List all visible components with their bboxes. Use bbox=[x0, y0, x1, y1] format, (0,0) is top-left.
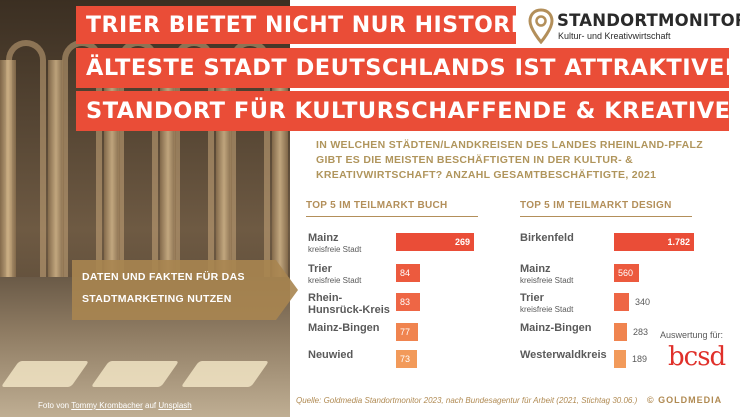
bar-design bbox=[614, 264, 639, 282]
bar-design bbox=[614, 293, 629, 311]
bar-buch bbox=[396, 350, 417, 368]
bar-label-name: Mainz-Bingen bbox=[308, 322, 380, 334]
bar-value-buch: 73 bbox=[400, 354, 411, 364]
standortmonitor-logo: STANDORTMONITOR Kultur- und Kreativwirts… bbox=[527, 8, 740, 44]
photo-credit-prefix: Foto von bbox=[38, 401, 72, 410]
bar-buch bbox=[396, 323, 418, 341]
bar-label-name-2: Hunsrück-Kreis bbox=[308, 304, 390, 316]
headline-line-1: TRIER BIETET NICHT NUR HISTORIE: bbox=[76, 6, 544, 44]
chart-title-rule-buch bbox=[306, 216, 478, 217]
bar-value-design: 1.782 bbox=[667, 237, 690, 247]
headline-line-2: ÄLTESTE STADT DEUTSCHLANDS IST ATTRAKTIV… bbox=[76, 48, 740, 88]
photo-credit-author-link[interactable]: Tommy Krombacher bbox=[71, 401, 143, 410]
bar-label-sub: kreisfreie Stadt bbox=[520, 305, 574, 314]
callout-line-1: DATEN UND FAKTEN FÜR DAS bbox=[82, 271, 245, 283]
bar-label-design: Mainz kreisfreie Stadt bbox=[520, 263, 573, 287]
bcsd-logo: bcsd bbox=[668, 342, 726, 372]
chart-title-design: TOP 5 IM TEILMARKT DESIGN bbox=[520, 200, 672, 211]
callout-text: DATEN UND FAKTEN FÜR DAS STADTMARKETING … bbox=[82, 266, 282, 310]
chart-title-buch: TOP 5 IM TEILMARKT BUCH bbox=[306, 200, 448, 211]
evaluation-label: Auswertung für: bbox=[660, 330, 724, 340]
bar-label-name: Mainz bbox=[520, 263, 551, 275]
photo-pillar bbox=[48, 60, 64, 300]
bar-label-buch: Rhein- Hunsrück-Kreis bbox=[308, 292, 390, 316]
bar-label-sub: kreisfreie Stadt bbox=[308, 276, 362, 285]
photo-credit-site-link[interactable]: Unsplash bbox=[158, 401, 192, 410]
bar-design bbox=[614, 323, 627, 341]
bar-label-buch: Neuwied bbox=[308, 349, 353, 361]
map-pin-icon bbox=[528, 8, 554, 44]
bar-value-design: 340 bbox=[635, 297, 651, 307]
photo-credit-middle: auf bbox=[142, 401, 159, 410]
bar-label-design: Westerwaldkreis bbox=[520, 349, 607, 361]
bar-buch bbox=[396, 233, 474, 251]
bar-value-design: 283 bbox=[633, 327, 649, 337]
bar-label-name: Neuwied bbox=[308, 349, 354, 361]
bar-value-buch: 83 bbox=[400, 297, 411, 307]
callout-line-2: STADTMARKETING NUTZEN bbox=[82, 293, 232, 305]
logo-subtitle: Kultur- und Kreativwirtschaft bbox=[558, 31, 671, 41]
bar-label-sub: kreisfreie Stadt bbox=[308, 245, 362, 254]
bar-label-buch: Mainz-Bingen bbox=[308, 322, 380, 334]
bar-value-buch: 84 bbox=[400, 268, 411, 278]
bar-buch bbox=[396, 293, 420, 311]
callout-arrow bbox=[72, 260, 298, 320]
bar-label-design: Trier kreisfreie Stadt bbox=[520, 292, 573, 316]
bar-label-name: Mainz-Bingen bbox=[520, 322, 592, 334]
bar-value-buch: 77 bbox=[400, 327, 411, 337]
bar-label-design: Birkenfeld bbox=[520, 232, 574, 244]
bar-label-name: Mainz bbox=[308, 232, 339, 244]
bar-buch bbox=[396, 264, 420, 282]
photo-pillar bbox=[0, 60, 16, 300]
bar-design bbox=[614, 233, 694, 251]
goldmedia-copyright: © GOLDMEDIA bbox=[647, 395, 723, 405]
bar-label-buch: Mainz kreisfreie Stadt bbox=[308, 232, 361, 256]
bar-label-name: Rhein- bbox=[308, 292, 343, 304]
bar-value-design: 189 bbox=[632, 354, 648, 364]
bar-label-buch: Trier kreisfreie Stadt bbox=[308, 263, 361, 287]
bar-value-design: 560 bbox=[618, 268, 634, 278]
bar-label-design: Mainz-Bingen bbox=[520, 322, 592, 334]
bar-design bbox=[614, 350, 626, 368]
bar-label-name: Birkenfeld bbox=[520, 232, 574, 244]
headline-line-3: STANDORT FÜR KULTURSCHAFFENDE & KREATIVE bbox=[76, 91, 730, 131]
bar-label-name: Westerwaldkreis bbox=[520, 349, 607, 361]
bar-label-sub: kreisfreie Stadt bbox=[520, 276, 574, 285]
chart-question: IN WELCHEN STÄDTEN/LANDKREISEN DES LANDE… bbox=[316, 139, 703, 181]
photo-credit: Foto von Tommy Krombacher auf Unsplash bbox=[38, 401, 192, 410]
source-note: Quelle: Goldmedia Standortmonitor 2023, … bbox=[296, 396, 638, 405]
chart-title-rule-design bbox=[520, 216, 692, 217]
logo-brand: STANDORTMONITOR bbox=[557, 11, 740, 30]
bar-label-name: Trier bbox=[520, 292, 544, 304]
bar-label-name: Trier bbox=[308, 263, 332, 275]
bar-value-buch: 269 bbox=[454, 237, 470, 247]
